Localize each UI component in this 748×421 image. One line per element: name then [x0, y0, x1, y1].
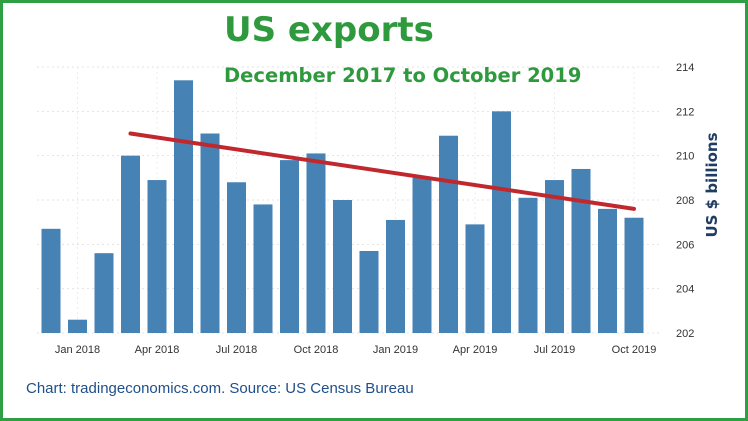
source-note: Chart: tradingeconomics.com. Source: US …	[26, 380, 414, 397]
x-tick-label: Oct 2018	[294, 344, 339, 356]
bar	[174, 80, 193, 333]
y-tick-label: 204	[676, 284, 694, 296]
x-tick-label: Apr 2018	[135, 344, 180, 356]
x-tick-label: Apr 2019	[453, 344, 498, 356]
y-axis-label-text: US $ billions	[703, 132, 721, 238]
bar	[545, 180, 564, 333]
y-tick-label: 212	[676, 106, 694, 118]
bar	[518, 197, 538, 333]
bar	[359, 250, 379, 333]
y-tick-label: 206	[676, 239, 694, 251]
x-tick-label: Jan 2018	[55, 344, 100, 356]
x-axis-ticks: Jan 2018 Apr 2018 Jul 2018 Oct 2018 Jan 2019…	[55, 344, 656, 356]
y-tick-label: 214	[676, 62, 694, 74]
x-tick-label: Oct 2019	[612, 344, 657, 356]
bar	[200, 133, 220, 333]
bar	[121, 155, 140, 333]
bar	[41, 228, 61, 333]
x-tick-label: Jul 2019	[534, 344, 576, 356]
y-axis-label: US $ billions	[692, 130, 732, 240]
bar	[465, 224, 485, 333]
chart-subtitle: December 2017 to October 2019	[224, 64, 582, 87]
trendline	[128, 131, 636, 211]
y-axis-ticks: 202 204 206 208 210 212 214	[676, 62, 694, 340]
bar	[227, 182, 246, 333]
trendline-group	[128, 131, 636, 211]
bars	[41, 80, 644, 333]
bar	[439, 135, 458, 333]
bar	[94, 253, 114, 333]
bar	[253, 204, 273, 333]
bar	[571, 168, 591, 333]
bar	[598, 208, 617, 333]
x-tick-label: Jul 2018	[216, 344, 258, 356]
y-tick-label: 202	[676, 328, 694, 340]
bar	[306, 153, 326, 333]
bar	[492, 111, 511, 333]
bar	[68, 319, 87, 333]
bar	[624, 217, 644, 333]
y-tick-label: 210	[676, 151, 694, 163]
bar	[333, 200, 352, 333]
bar	[147, 180, 167, 333]
y-tick-label: 208	[676, 195, 694, 207]
x-tick-label: Jan 2019	[373, 344, 418, 356]
chart-title: US exports	[224, 10, 434, 50]
bar	[412, 177, 432, 333]
bar	[280, 160, 299, 333]
bar	[386, 219, 405, 333]
